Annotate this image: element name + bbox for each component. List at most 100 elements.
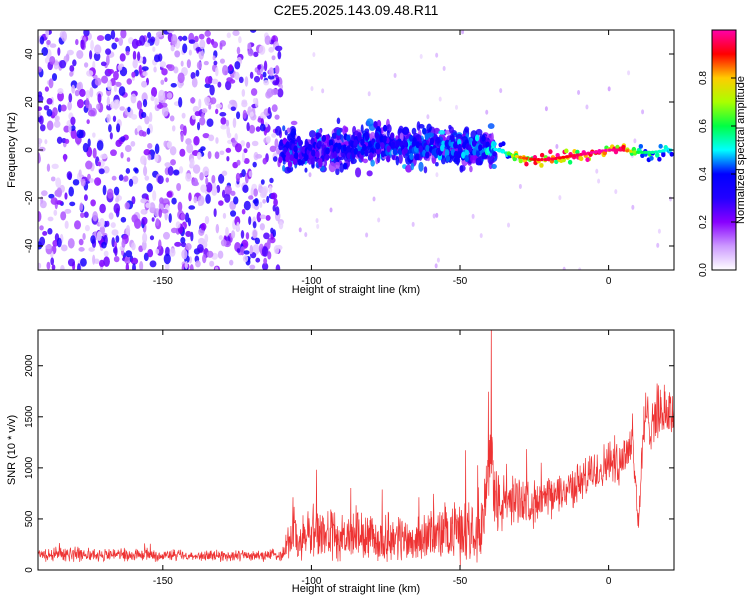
heatmap-cell — [353, 139, 358, 147]
heatmap-cell — [230, 210, 237, 217]
heatmap-cell — [171, 34, 178, 45]
heatmap-cell — [318, 157, 323, 165]
heatmap-cell — [193, 196, 198, 204]
heatmap-cell — [268, 67, 274, 77]
heatmap-cell — [362, 158, 368, 164]
heatmap-cell — [60, 244, 68, 252]
heatmap-cell — [68, 93, 73, 103]
heatmap-cell — [213, 60, 218, 66]
heatmap-cell — [204, 233, 209, 244]
heatmap-cell — [104, 33, 112, 41]
heatmap-cell — [70, 116, 76, 126]
heatmap-cell — [266, 195, 270, 204]
heatmap-cell — [207, 150, 212, 160]
heatmap-cell — [243, 250, 250, 255]
heatmap-cell — [487, 154, 495, 165]
heatmap-cell — [403, 146, 408, 154]
heatmap-cell — [44, 139, 48, 145]
heatmap-cell — [160, 79, 165, 85]
heatmap-cell — [60, 264, 65, 270]
heatmap-cell — [210, 97, 217, 105]
heatmap-cell — [250, 187, 254, 198]
heatmap-cell — [112, 115, 117, 122]
heatmap-cell — [175, 221, 181, 229]
heatmap-cell — [86, 119, 90, 125]
heatmap-cell — [53, 120, 61, 128]
heatmap-cell — [438, 130, 446, 135]
heatmap-cell — [544, 106, 548, 112]
heatmap-cell — [229, 99, 237, 105]
heatmap-cell — [212, 55, 216, 61]
heatmap-cell — [189, 97, 196, 104]
heatmap-cell — [138, 129, 145, 137]
heatmap-cell — [351, 152, 356, 160]
heatmap-cell — [114, 37, 119, 43]
heatmap-cell — [177, 72, 185, 84]
heatmap-cell — [158, 208, 163, 218]
heatmap-cell — [368, 152, 374, 160]
heatmap-cell — [118, 174, 124, 181]
heatmap-cell — [247, 42, 252, 50]
heatmap-cell — [152, 46, 156, 52]
heatmap-cell — [236, 159, 241, 166]
heatmap-cell — [131, 71, 136, 78]
heatmap-cell — [277, 88, 284, 98]
heatmap-cell — [507, 222, 511, 228]
heatmap-cell — [435, 161, 439, 167]
heatmap-cell — [198, 98, 202, 109]
heatmap-cell — [52, 107, 58, 117]
heatmap-cell — [200, 184, 207, 193]
heatmap-cell — [83, 211, 89, 218]
heatmap-cell — [180, 131, 184, 143]
heatmap-cell — [147, 154, 152, 161]
heatmap-cell — [263, 232, 270, 240]
heatmap-cell — [307, 143, 312, 151]
heatmap-cell — [257, 64, 262, 70]
heatmap-cell — [154, 35, 160, 47]
heatmap-cell — [211, 78, 219, 85]
heatmap-cell — [209, 84, 215, 96]
heatmap-cell — [229, 79, 236, 84]
heatmap-cell — [204, 96, 211, 104]
heatmap-cell — [226, 156, 230, 162]
heatmap-cell — [60, 211, 67, 221]
heatmap-cell — [67, 258, 76, 267]
heatmap-cell — [386, 145, 391, 153]
heatmap-cell — [315, 157, 320, 163]
heatmap-cell — [270, 227, 274, 234]
heatmap-cell — [159, 197, 164, 204]
heatmap-cell — [279, 84, 284, 90]
heatmap-cell — [434, 263, 438, 269]
heatmap-cell — [111, 42, 118, 50]
heatmap-cell — [153, 66, 157, 73]
heatmap-cell — [78, 247, 85, 252]
heatmap-cell — [150, 95, 155, 102]
heatmap-cell — [248, 170, 253, 178]
heatmap-cell — [146, 32, 152, 39]
heatmap-cell — [102, 184, 107, 196]
heatmap-cell — [69, 65, 75, 72]
heatmap-cell — [315, 218, 319, 224]
heatmap-cell — [357, 134, 362, 142]
heatmap-cell — [249, 111, 254, 117]
heatmap-cell — [120, 151, 124, 159]
heatmap-cell — [405, 164, 413, 173]
heatmap-cell — [585, 104, 589, 110]
heatmap-cell — [85, 89, 90, 100]
heatmap-cell — [264, 35, 271, 45]
heatmap-cell — [110, 30, 116, 40]
spectrogram-x-label: Height of straight line (km) — [292, 284, 420, 296]
heatmap-cell — [228, 64, 233, 72]
heatmap-cell — [130, 140, 136, 147]
heatmap-cell — [492, 141, 497, 147]
heatmap-cell — [176, 182, 182, 192]
heatmap-cell — [142, 56, 147, 65]
heatmap-cell — [575, 149, 580, 155]
heatmap-cell — [199, 116, 206, 126]
heatmap-cell — [312, 52, 316, 58]
heatmap-cell — [259, 123, 266, 132]
heatmap-cell — [139, 261, 144, 270]
heatmap-cell — [373, 120, 378, 128]
heatmap-cell — [491, 163, 497, 170]
